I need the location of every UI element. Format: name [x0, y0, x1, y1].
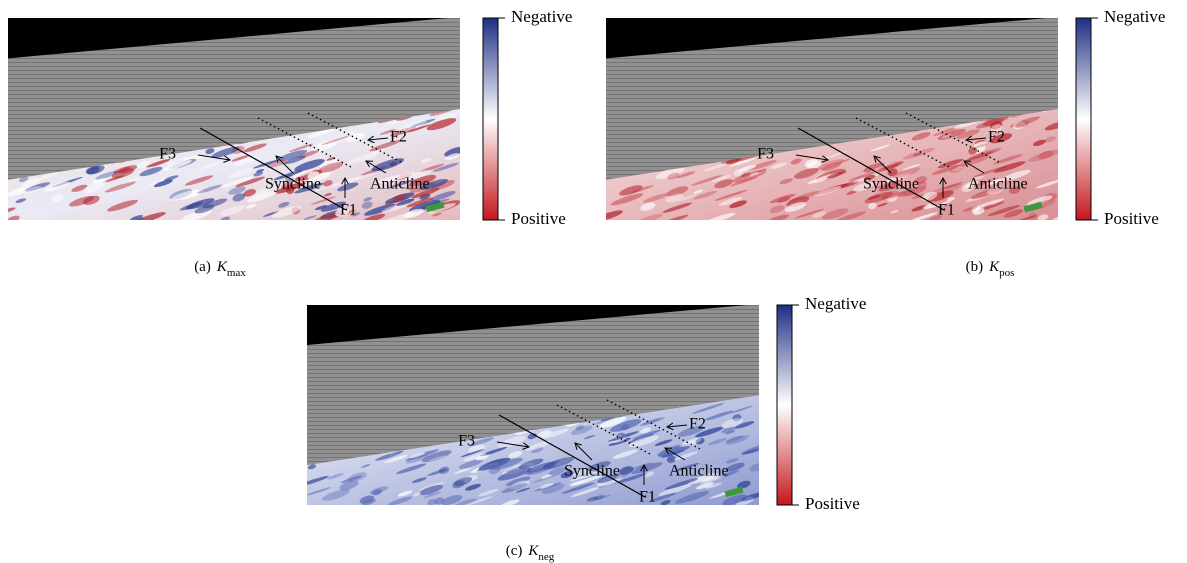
colorbar-top-label: Negative	[1104, 7, 1165, 26]
panel: F3 Syncline F1 Anticline F2	[295, 305, 776, 510]
caption: (b)Kpos	[966, 259, 1015, 278]
annotation-label: F3	[458, 433, 475, 450]
caption-label: (a)	[194, 259, 211, 275]
colorbar-bottom-label: Positive	[805, 494, 860, 513]
caption-label: (c)	[506, 543, 523, 559]
annotation-label: Syncline	[265, 176, 321, 193]
annotation-label: Anticline	[968, 176, 1028, 193]
caption-subscript: max	[227, 267, 246, 279]
annotation-label: F3	[757, 146, 774, 163]
annotation-label: F2	[689, 416, 706, 433]
annotation-label: F2	[390, 129, 407, 146]
colorbar	[1076, 18, 1091, 220]
annotation-label: Anticline	[669, 463, 729, 480]
caption-subscript: neg	[538, 551, 554, 563]
annotation-label: F2	[988, 129, 1005, 146]
caption: (a)Kmax	[194, 259, 246, 278]
colorbar-top-label: Negative	[805, 294, 866, 313]
annotation-label: F1	[639, 489, 656, 506]
annotation-label: F1	[340, 202, 357, 219]
caption-subscript: pos	[999, 267, 1014, 279]
annotation-label: F1	[938, 202, 955, 219]
figure: F3 Syncline F1 Anticline F2 Negative Positive (…	[0, 0, 1187, 563]
annotation-label: F3	[159, 146, 176, 163]
annotation-label: Syncline	[863, 176, 919, 193]
colorbar-bottom-label: Positive	[511, 209, 566, 228]
colorbar-bottom-label: Positive	[1104, 209, 1159, 228]
panel: F3 Syncline F1 Anticline F2	[593, 18, 1069, 226]
caption-label: (b)	[966, 259, 984, 275]
colorbar	[483, 18, 498, 220]
colorbar	[777, 305, 792, 505]
caption: (c)Kneg	[506, 543, 555, 562]
annotation-label: Syncline	[564, 463, 620, 480]
annotation-label: Anticline	[370, 176, 430, 193]
panel: F3 Syncline F1 Anticline F2	[0, 18, 466, 228]
colorbar-top-label: Negative	[511, 7, 572, 26]
